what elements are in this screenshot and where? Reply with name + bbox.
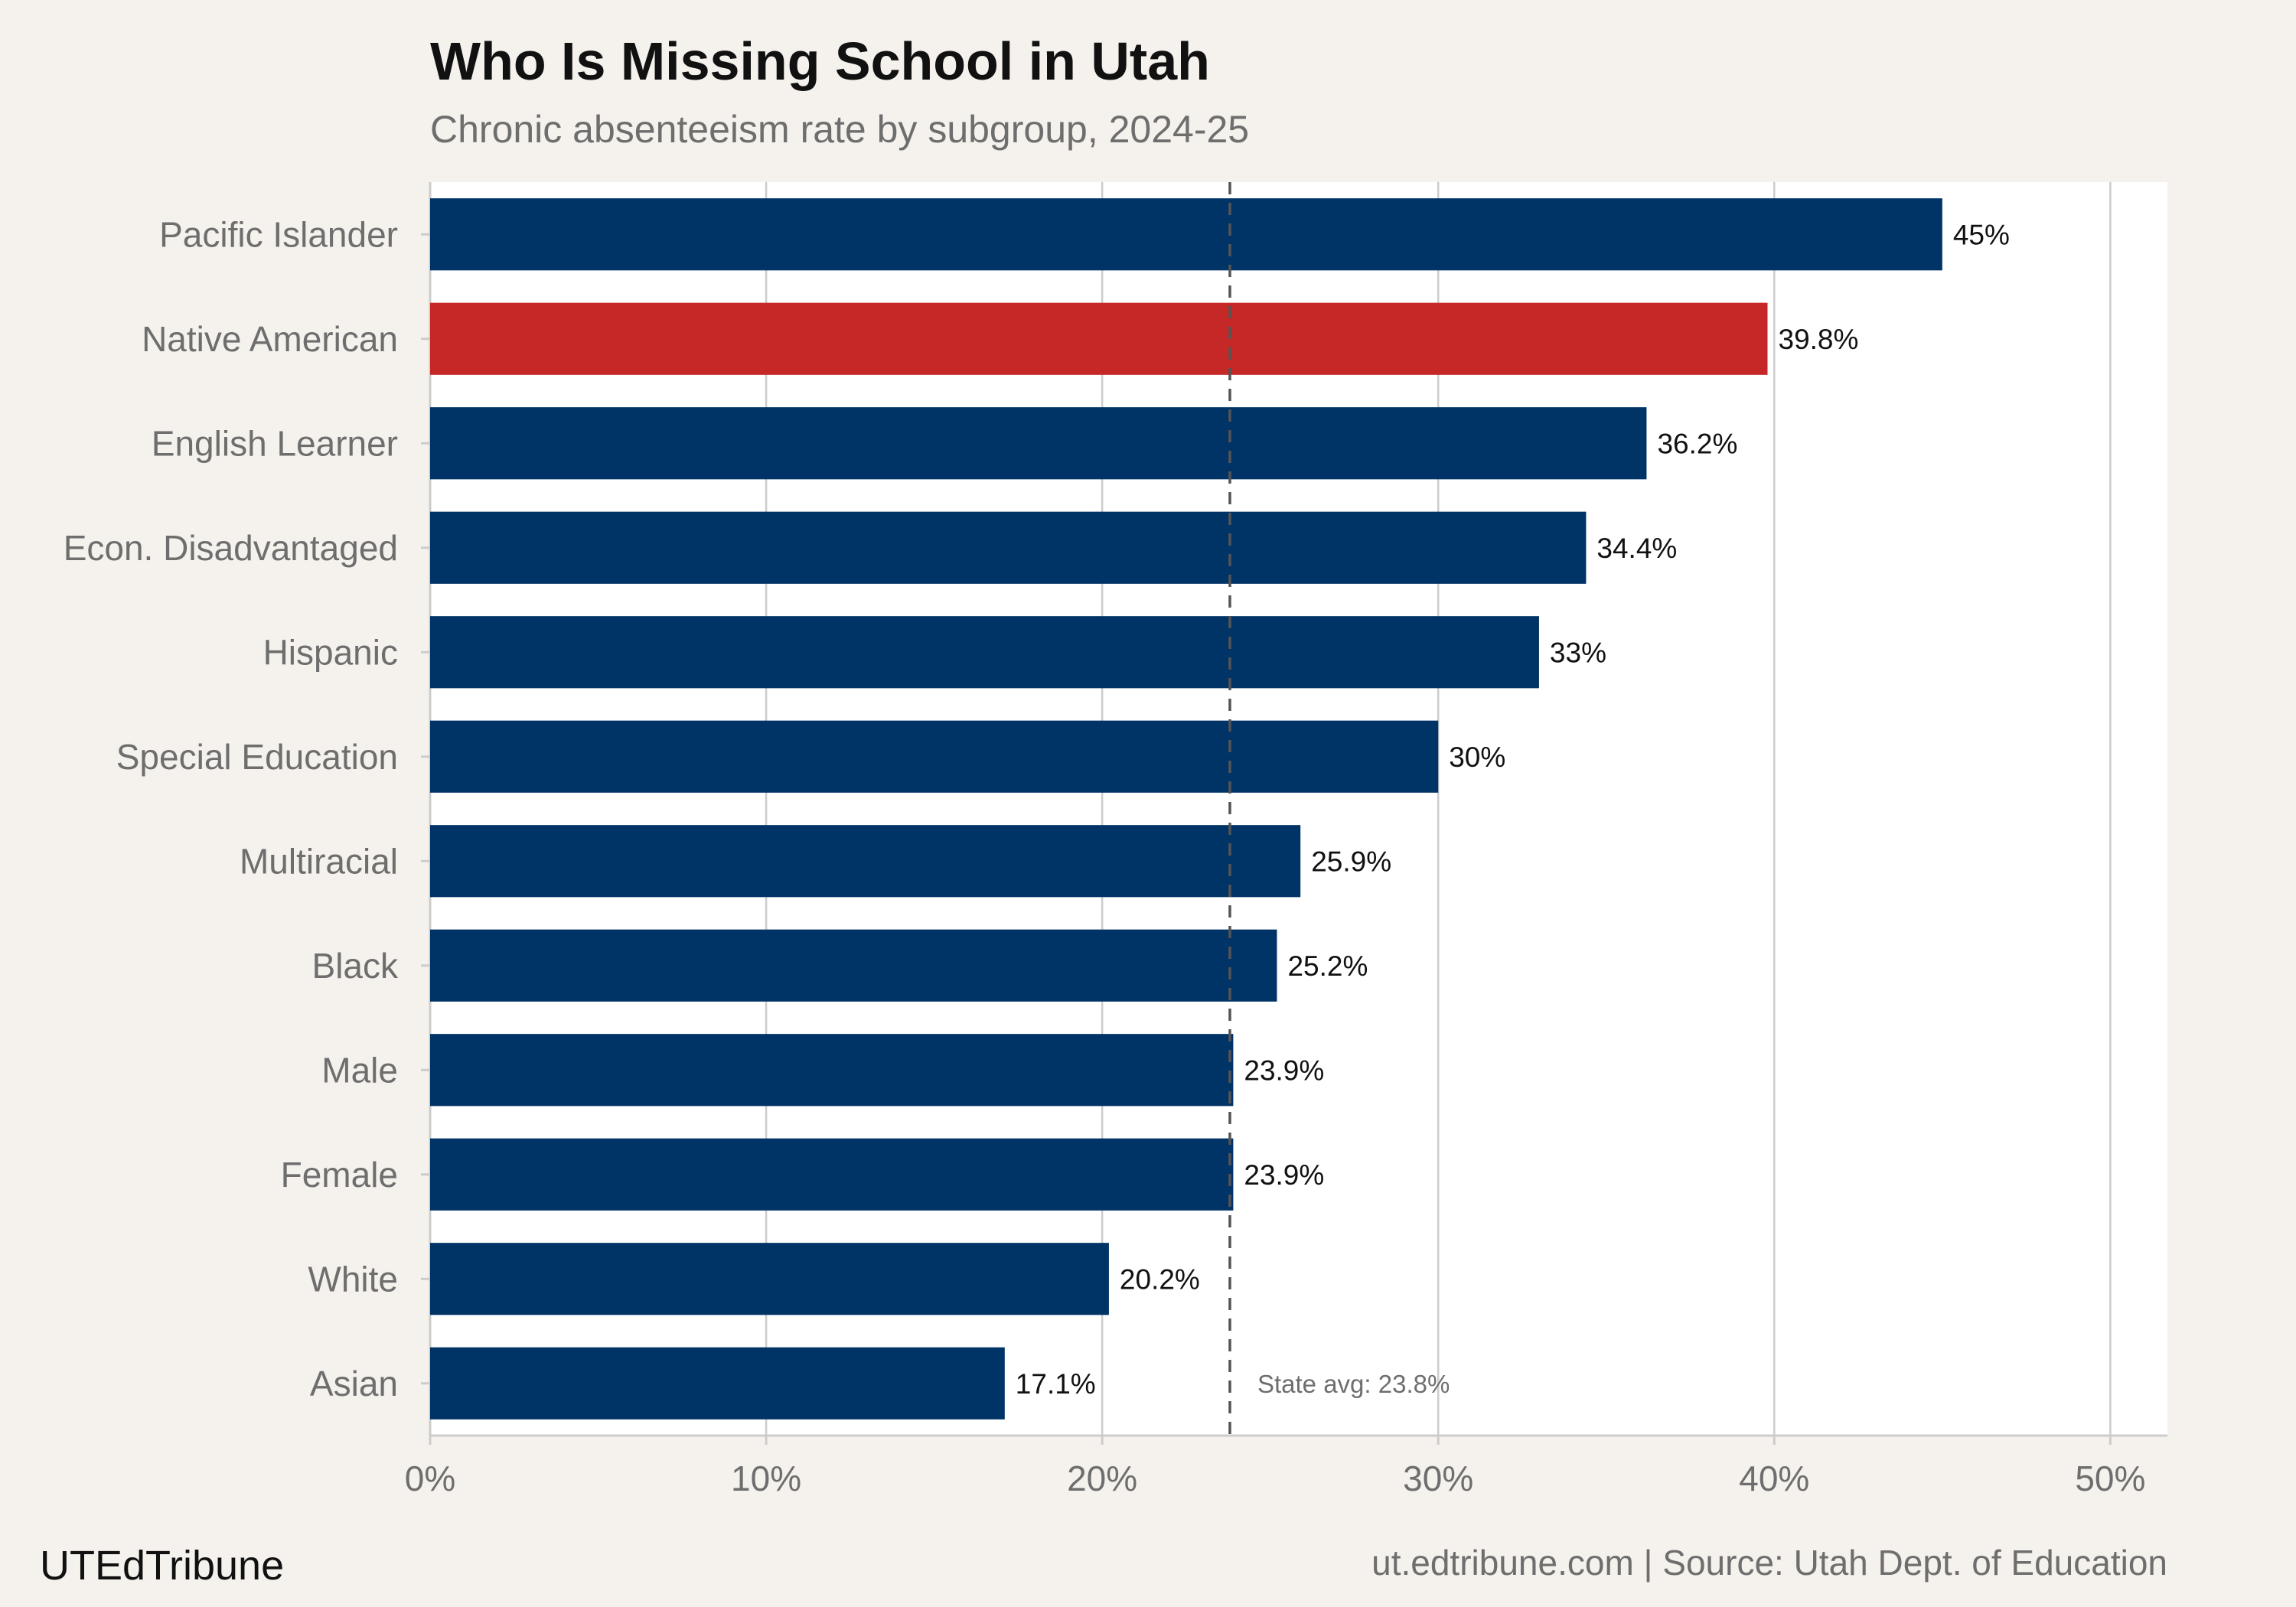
category-label-2: English Learner — [152, 423, 398, 463]
category-label-0: Pacific Islander — [159, 214, 398, 254]
value-label-5: 30% — [1449, 742, 1505, 773]
bar-2 — [430, 407, 1647, 480]
x-tick-label-0: 0% — [405, 1459, 455, 1498]
value-label-1: 39.8% — [1779, 324, 1859, 355]
value-label-0: 45% — [1953, 219, 2010, 250]
x-tick-label-2: 20% — [1067, 1459, 1137, 1498]
plot-area — [430, 182, 2167, 1436]
value-label-10: 20.2% — [1120, 1263, 1200, 1295]
chart-title: Who Is Missing School in Utah — [430, 31, 1210, 91]
category-label-1: Native American — [142, 319, 398, 359]
bar-9 — [430, 1138, 1234, 1211]
bar-5 — [430, 720, 1439, 793]
state-average-label: State avg: 23.8% — [1257, 1370, 1450, 1398]
value-label-7: 25.2% — [1287, 950, 1368, 982]
bar-6 — [430, 825, 1301, 898]
value-label-6: 25.9% — [1311, 846, 1391, 877]
value-label-2: 36.2% — [1657, 428, 1737, 459]
category-label-4: Hispanic — [263, 632, 398, 672]
category-label-10: White — [308, 1259, 398, 1299]
bar-7 — [430, 929, 1277, 1002]
x-tick-label-5: 50% — [2075, 1459, 2145, 1498]
x-tick-label-3: 30% — [1403, 1459, 1473, 1498]
bar-11 — [430, 1347, 1005, 1420]
source-credit: ut.edtribune.com | Source: Utah Dept. of… — [1371, 1543, 2167, 1583]
brand-logo-text: UTEdTribune — [40, 1543, 285, 1589]
value-label-4: 33% — [1550, 637, 1606, 668]
category-label-11: Asian — [310, 1364, 398, 1403]
value-label-11: 17.1% — [1016, 1368, 1096, 1400]
chart-subtitle: Chronic absenteeism rate by subgroup, 20… — [430, 108, 1250, 151]
bar-0 — [430, 198, 1942, 271]
category-label-7: Black — [312, 946, 399, 986]
bar-10 — [430, 1243, 1109, 1315]
value-label-8: 23.9% — [1244, 1054, 1324, 1086]
value-label-9: 23.9% — [1244, 1159, 1324, 1191]
category-label-5: Special Education — [116, 737, 398, 777]
bar-3 — [430, 511, 1587, 584]
category-label-3: Econ. Disadvantaged — [64, 528, 398, 568]
category-label-6: Multiracial — [240, 841, 398, 881]
category-label-8: Male — [321, 1050, 398, 1090]
x-tick-label-4: 40% — [1739, 1459, 1809, 1498]
bar-4 — [430, 616, 1539, 689]
bar-1 — [430, 302, 1768, 375]
category-label-9: Female — [281, 1155, 398, 1195]
x-tick-label-1: 10% — [731, 1459, 801, 1498]
value-label-3: 34.4% — [1596, 533, 1677, 564]
bar-8 — [430, 1034, 1234, 1107]
